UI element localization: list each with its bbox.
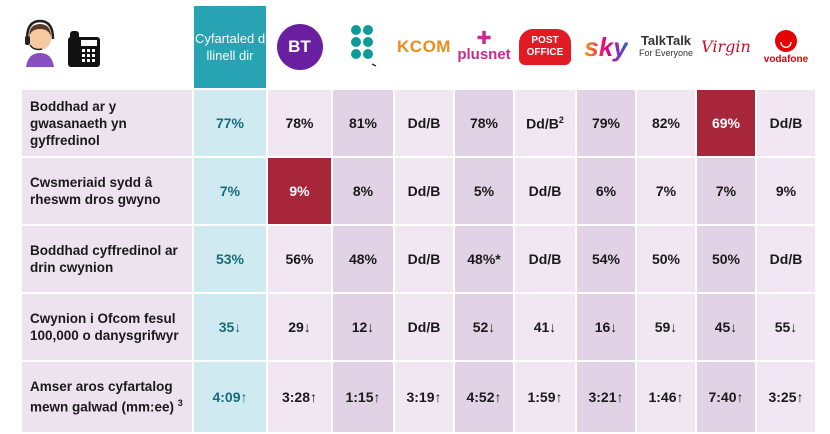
value-cell: 3:25↑ (757, 362, 815, 432)
value-cell: Dd/B (757, 226, 815, 292)
value-cell: 1:59↑ (515, 362, 575, 432)
kcom-logo: KCOM (395, 6, 453, 88)
down-arrow-icon: ↓ (549, 319, 557, 335)
ee-logo-mark (351, 24, 377, 67)
talktalk-logo: TalkTalk For Everyone (637, 6, 695, 88)
value-cell: Dd/B (515, 226, 575, 292)
up-arrow-icon: ↑ (796, 389, 804, 405)
plusnet-logo: ✚ plusnet (455, 6, 513, 88)
value-cell: 54% (577, 226, 635, 292)
value-cell: 41↓ (515, 294, 575, 360)
value-cell: 82% (637, 90, 695, 156)
average-value: 4:09↑ (194, 362, 266, 432)
value-cell: 81% (333, 90, 393, 156)
value-cell: 79% (577, 90, 635, 156)
average-value: 35↓ (194, 294, 266, 360)
up-arrow-icon: ↑ (373, 389, 381, 405)
up-arrow-icon: ↑ (310, 389, 318, 405)
vodafone-speechmark-icon: ◡ (775, 29, 797, 52)
value-cell: 7% (637, 158, 695, 224)
value-cell: 50% (697, 226, 755, 292)
highlighted-value-cell: 9% (268, 158, 331, 224)
comparison-table-slide: Cyfartaled d llinell dir BT KCOM ✚ plusn… (22, 6, 815, 432)
up-arrow-icon: ↑ (434, 389, 442, 405)
value-cell: 6% (577, 158, 635, 224)
row-label: Cwsmeriaid sydd â rheswm dros gwyno (22, 158, 192, 224)
down-arrow-icon: ↓ (670, 319, 678, 335)
value-cell: Dd/B (395, 226, 453, 292)
down-arrow-icon: ↓ (730, 319, 738, 335)
provider-comparison-table: Cyfartaled d llinell dir BT KCOM ✚ plusn… (20, 4, 817, 434)
up-arrow-icon: ↑ (616, 389, 624, 405)
value-cell: 1:46↑ (637, 362, 695, 432)
highlighted-value-cell: 69% (697, 90, 755, 156)
table-row: Amser aros cyfartalog mewn galwad (mm:ee… (22, 362, 815, 432)
table-row: Cwsmeriaid sydd â rheswm dros gwyno 7% 9… (22, 158, 815, 224)
bt-logo-mark: BT (276, 24, 323, 70)
value-cell: 8% (333, 158, 393, 224)
average-value: 53% (194, 226, 266, 292)
down-arrow-icon: ↓ (488, 319, 496, 335)
value-cell: Dd/B2 (515, 90, 575, 156)
table-row: Boddhad ar y gwasanaeth yn gyffredinol 7… (22, 90, 815, 156)
sky-logo: sky (577, 6, 635, 88)
value-cell: 4:52↑ (455, 362, 513, 432)
post-office-logo: POST OFFICE (515, 6, 575, 88)
row-label: Amser aros cyfartalog mewn galwad (mm:ee… (22, 362, 192, 432)
value-cell: 3:19↑ (395, 362, 453, 432)
header-row: Cyfartaled d llinell dir BT KCOM ✚ plusn… (22, 6, 815, 88)
down-arrow-icon: ↓ (610, 319, 618, 335)
row-label: Boddhad ar y gwasanaeth yn gyffredinol (22, 90, 192, 156)
plusnet-cross-icon: ✚ (476, 28, 492, 48)
down-arrow-icon: ↓ (234, 319, 242, 335)
value-cell: 48% (333, 226, 393, 292)
down-arrow-icon: ↓ (790, 319, 798, 335)
value-cell: Dd/B (395, 90, 453, 156)
up-arrow-icon: ↑ (555, 389, 563, 405)
value-cell: 12↓ (333, 294, 393, 360)
value-cell: 50% (637, 226, 695, 292)
average-value: 77% (194, 90, 266, 156)
up-arrow-icon: ↑ (494, 389, 502, 405)
value-cell: Dd/B (395, 294, 453, 360)
virgin-logo: Virgin (697, 6, 755, 88)
down-arrow-icon: ↓ (367, 319, 375, 335)
value-cell: 1:15↑ (333, 362, 393, 432)
row-label: Cwynion i Ofcom fesul 100,000 o danysgri… (22, 294, 192, 360)
value-cell: 9% (757, 158, 815, 224)
value-cell: 78% (268, 90, 331, 156)
value-cell: 7% (697, 158, 755, 224)
customer-service-icon-cell (22, 6, 192, 88)
table-row: Boddhad cyffredinol ar drin cwynion 53% … (22, 226, 815, 292)
value-cell: 52↓ (455, 294, 513, 360)
value-cell: 3:28↑ (268, 362, 331, 432)
value-cell: 16↓ (577, 294, 635, 360)
value-cell: 55↓ (757, 294, 815, 360)
bt-logo: BT (268, 6, 331, 88)
value-cell: 7:40↑ (697, 362, 755, 432)
average-value: 7% (194, 158, 266, 224)
average-landline-header: Cyfartaled d llinell dir (194, 6, 266, 88)
value-cell: 5% (455, 158, 513, 224)
value-cell: Dd/B (757, 90, 815, 156)
value-cell: 29↓ (268, 294, 331, 360)
up-arrow-icon: ↑ (240, 389, 248, 405)
value-cell: 78% (455, 90, 513, 156)
row-label: Boddhad cyffredinol ar drin cwynion (22, 226, 192, 292)
headset-phone-icon (25, 19, 100, 67)
value-cell: 48%* (455, 226, 513, 292)
value-cell: 45↓ (697, 294, 755, 360)
table-row: Cwynion i Ofcom fesul 100,000 o danysgri… (22, 294, 815, 360)
down-arrow-icon: ↓ (303, 319, 311, 335)
up-arrow-icon: ↑ (736, 389, 744, 405)
value-cell: 56% (268, 226, 331, 292)
value-cell: Dd/B (395, 158, 453, 224)
vodafone-logo: ◡ vodafone (757, 6, 815, 88)
ee-logo (333, 6, 393, 88)
value-cell: 59↓ (637, 294, 695, 360)
up-arrow-icon: ↑ (676, 389, 684, 405)
value-cell: 3:21↑ (577, 362, 635, 432)
value-cell: Dd/B (515, 158, 575, 224)
